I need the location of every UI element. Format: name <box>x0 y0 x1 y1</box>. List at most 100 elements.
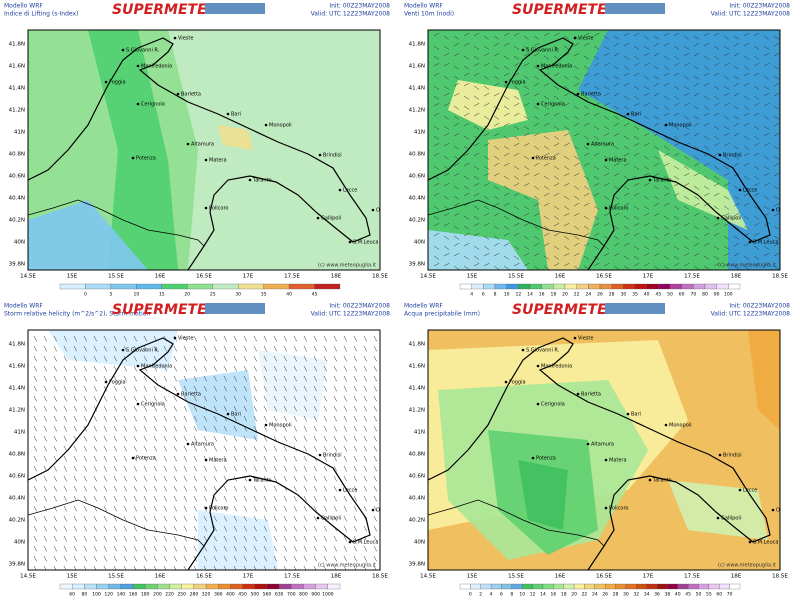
lat-label: 41.2N <box>9 408 25 414</box>
colorbar-cell <box>625 583 637 590</box>
wind-vector <box>153 535 157 542</box>
wind-vector <box>733 202 740 207</box>
wind-vector <box>753 55 760 60</box>
wind-vector <box>473 112 480 117</box>
lat-label: 40.2N <box>9 518 25 524</box>
wind-vector <box>73 405 77 412</box>
wind-vector <box>33 555 37 562</box>
wind-vector <box>763 195 770 200</box>
wind-vector <box>153 365 157 372</box>
wind-vector <box>153 465 157 472</box>
wind-vector <box>433 152 440 157</box>
wind-vector <box>723 165 730 170</box>
wind-vector <box>53 375 57 382</box>
wind-vector <box>143 465 147 472</box>
wind-vector <box>363 495 367 502</box>
wind-vector <box>713 62 720 67</box>
wind-vector <box>563 62 570 67</box>
city-dot <box>121 48 125 52</box>
wind-vector <box>553 95 560 100</box>
city-label: Altamura <box>591 442 614 448</box>
wind-vector <box>693 132 700 137</box>
coastline <box>28 337 371 570</box>
wind-vector <box>683 155 690 160</box>
valid-label: Valid: UTC 12Z23MAY2008 <box>311 11 391 18</box>
wind-vector <box>173 385 177 392</box>
wind-vector <box>303 535 307 542</box>
wind-vector <box>683 182 690 187</box>
colorbar-cell <box>314 283 341 290</box>
wind-vector <box>573 105 580 110</box>
wind-vector <box>713 142 720 147</box>
wind-vector <box>663 145 670 150</box>
wind-vector <box>513 142 520 147</box>
wind-vector <box>373 455 377 462</box>
wind-vector <box>523 125 530 130</box>
wind-vector <box>763 115 770 120</box>
wind-vector <box>123 345 127 352</box>
wind-vector <box>533 82 540 87</box>
colorbar-cell <box>634 283 647 290</box>
colorbar-cell <box>157 583 170 590</box>
wind-vector <box>623 265 630 270</box>
city-dot <box>204 506 208 510</box>
wind-vector <box>353 475 357 482</box>
city-dot <box>718 153 722 157</box>
wind-vector <box>603 222 610 227</box>
wind-vector <box>663 192 670 197</box>
wind-vector <box>443 85 450 90</box>
wind-vector <box>583 192 590 197</box>
wind-vector <box>273 345 277 352</box>
lat-label: 41N <box>414 430 425 436</box>
wind-vector <box>303 565 307 570</box>
wind-vector <box>273 555 277 562</box>
wind-vector <box>653 212 660 217</box>
colorbar-cell <box>594 583 606 590</box>
wind-vector <box>123 385 127 392</box>
wind-vector <box>533 212 540 217</box>
city-label: Barletta <box>581 392 601 398</box>
wind-vector <box>573 132 580 137</box>
wind-vector <box>203 365 207 372</box>
wind-vector <box>723 102 730 107</box>
wind-vector <box>483 195 490 200</box>
wind-vector <box>563 245 570 250</box>
field-area <box>198 510 278 570</box>
wind-vector <box>743 175 750 180</box>
wind-vector <box>103 525 107 532</box>
wind-vector <box>753 85 760 90</box>
wind-vector <box>353 405 357 412</box>
wind-vector <box>93 555 97 562</box>
wind-vector <box>133 505 137 512</box>
wind-vector <box>203 335 207 342</box>
wind-vector <box>353 355 357 362</box>
wind-vector <box>473 32 480 37</box>
wind-vector <box>353 525 357 532</box>
colorbar-label: 220 <box>165 592 174 598</box>
wind-vector <box>513 102 520 107</box>
brand-logo: SUPERMETEO <box>112 2 219 18</box>
wind-vector <box>233 525 237 532</box>
wind-vector <box>433 255 440 260</box>
wind-vector <box>333 465 337 472</box>
wind-vector <box>663 32 670 37</box>
wind-vector <box>523 182 530 187</box>
colorbar-cell <box>501 583 513 590</box>
wind-vector <box>263 515 267 522</box>
wind-vector <box>203 535 207 542</box>
colorbar-label: 400 <box>226 592 235 598</box>
wind-vector <box>473 215 480 220</box>
credit: (c) www.meteopuglia.it <box>718 263 776 269</box>
wind-vector <box>43 355 47 362</box>
wind-vector <box>133 525 137 532</box>
wind-vector <box>743 122 750 127</box>
wind-vector <box>633 102 640 107</box>
wind-vector <box>43 455 47 462</box>
wind-vector <box>673 215 680 220</box>
wind-vector <box>523 75 530 80</box>
wind-vector <box>673 205 680 210</box>
wind-vector <box>143 475 147 482</box>
colorbar-label: 630 <box>275 592 284 598</box>
